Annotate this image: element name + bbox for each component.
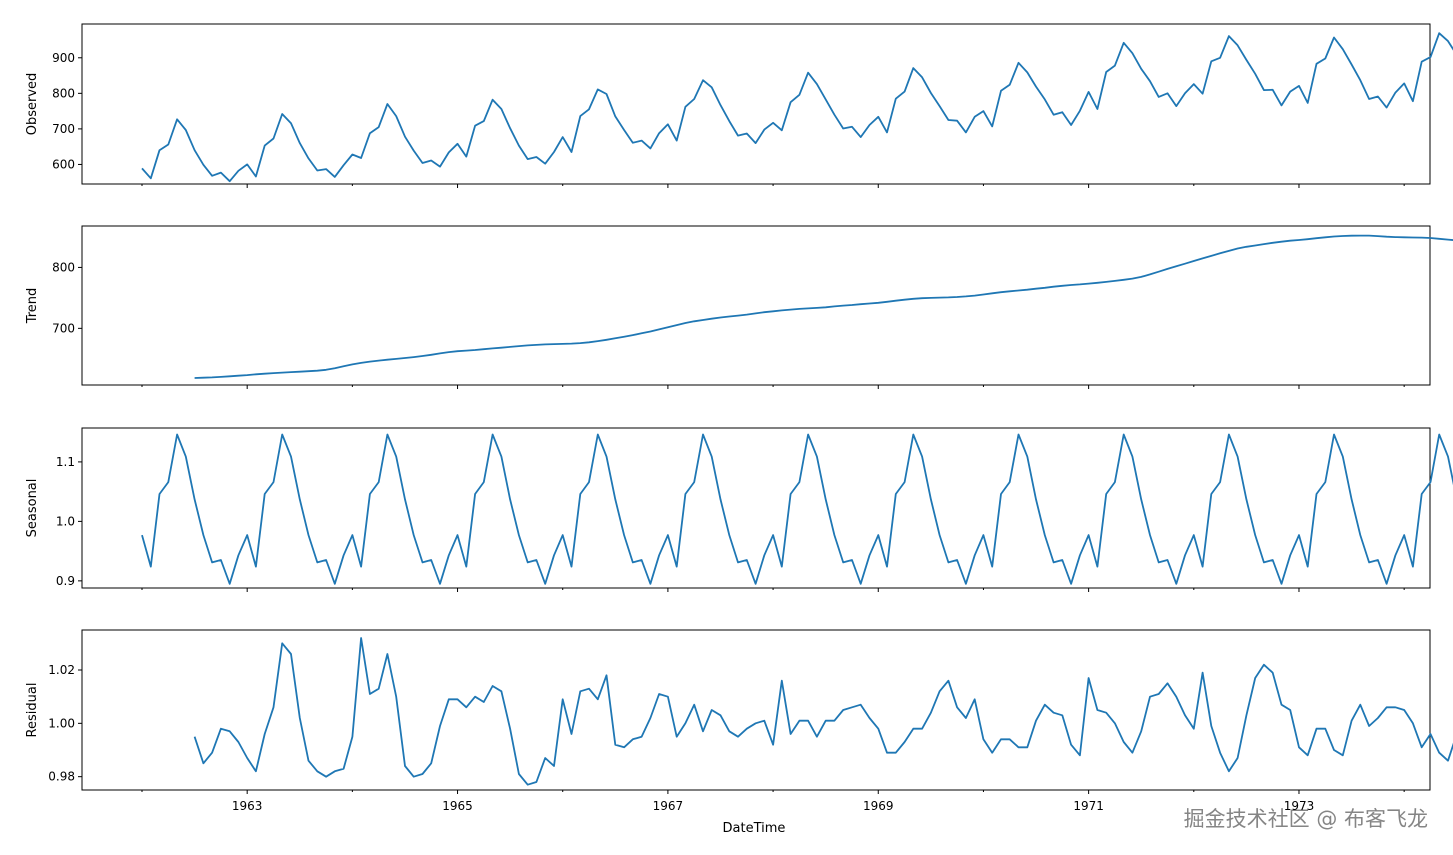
x-tick-label: 1971 bbox=[1073, 799, 1104, 813]
plot-frame-trend bbox=[81, 225, 1431, 386]
plot-frame-seasonal bbox=[81, 427, 1431, 589]
watermark-text: 掘金技术社区 @ 布客飞龙 bbox=[1184, 807, 1428, 831]
x-tick-label: 1963 bbox=[232, 799, 263, 813]
y-tick-label-trend: 800 bbox=[52, 260, 75, 274]
y-tick-label-seasonal: 0.9 bbox=[56, 574, 75, 588]
y-tick-label-residual: 1.00 bbox=[48, 716, 75, 730]
y-axis-label-trend: Trend bbox=[25, 288, 40, 325]
x-tick-label: 1969 bbox=[863, 799, 894, 813]
y-tick-label-residual: 0.98 bbox=[48, 770, 75, 784]
y-axis-label-seasonal: Seasonal bbox=[25, 479, 40, 538]
series-line-observed bbox=[141, 32, 1453, 183]
y-tick-label-seasonal: 1.0 bbox=[56, 514, 75, 528]
x-tick-label: 1973 bbox=[1284, 799, 1315, 813]
plot-frame-observed bbox=[81, 23, 1431, 185]
x-tick-label: 1967 bbox=[653, 799, 684, 813]
y-tick-label-trend: 700 bbox=[52, 321, 75, 335]
y-axis-label-residual: Residual bbox=[25, 683, 40, 738]
y-tick-label-seasonal: 1.1 bbox=[56, 455, 75, 469]
x-axis-label: DateTime bbox=[723, 821, 786, 836]
y-tick-label-observed: 600 bbox=[52, 157, 75, 171]
y-tick-label-observed: 700 bbox=[52, 122, 75, 136]
x-tick-label: 1965 bbox=[442, 799, 473, 813]
y-tick-label-observed: 900 bbox=[52, 51, 75, 65]
y-tick-label-residual: 1.02 bbox=[48, 663, 75, 677]
y-axis-label-observed: Observed bbox=[25, 73, 40, 136]
series-line-seasonal bbox=[141, 433, 1453, 585]
series-line-trend bbox=[194, 234, 1453, 379]
plot-frame-residual bbox=[81, 629, 1431, 791]
series-line-residual bbox=[193, 637, 1453, 786]
y-tick-label-observed: 800 bbox=[52, 86, 75, 100]
